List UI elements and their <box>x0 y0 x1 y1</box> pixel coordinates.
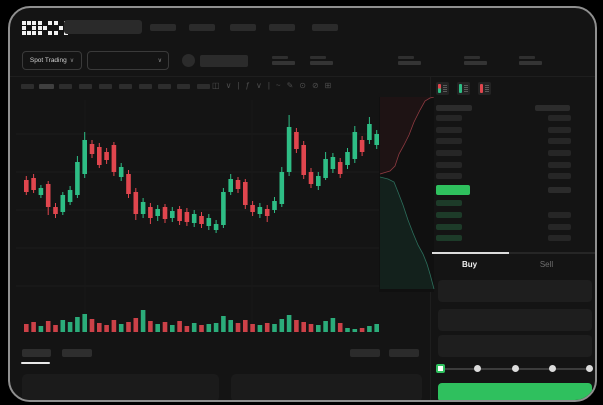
ask-price-4 <box>436 150 462 156</box>
ticker-stat-value-5 <box>519 61 542 65</box>
ask-price-5 <box>436 162 462 168</box>
okx-logo <box>22 21 68 35</box>
candlestick-chart[interactable] <box>14 97 438 343</box>
ticker-stat-value-1 <box>272 61 295 65</box>
logo-letter <box>22 21 36 35</box>
timeframe-button-3[interactable] <box>59 84 72 89</box>
trade-input-2[interactable] <box>438 309 592 331</box>
chart-footer-control-2[interactable] <box>389 349 419 357</box>
nav-item-2[interactable] <box>189 24 215 31</box>
buy-submit-button[interactable] <box>438 383 592 400</box>
bottom-tab-2[interactable] <box>62 349 92 357</box>
slider-step-4[interactable] <box>586 365 593 372</box>
bid-amount-1 <box>548 212 571 218</box>
ticker-stat-label-3 <box>398 56 414 59</box>
chart-tools: ◫ ∨ | ƒ ∨ | ~ ✎ ⊙ ⊘ ⊞ <box>212 82 331 90</box>
bid-price-4 <box>436 235 462 241</box>
slider-handle[interactable] <box>436 364 445 373</box>
toolbar-divider: | <box>267 81 270 90</box>
logo-letter <box>38 21 52 35</box>
ticker-stat-label-2 <box>310 56 326 59</box>
app-window: Spot Trading ∨ ∨ ◫ ∨ | ƒ ∨ | ~ ✎ ⊙ ⊘ ⊞ <box>8 6 597 402</box>
ask-price-3 <box>436 138 462 144</box>
bottom-panel-right <box>231 374 422 400</box>
ask-amount-3 <box>548 138 571 144</box>
bottom-panel-left <box>22 374 219 400</box>
market-type-selector[interactable]: Spot Trading ∨ <box>22 51 82 70</box>
orderbook-view-toggles <box>436 82 491 95</box>
orderbook-header-amount <box>535 105 570 111</box>
ask-amount-1 <box>548 115 571 121</box>
pair-dropdown[interactable]: ∨ <box>87 51 169 70</box>
last-price-amount-placeholder <box>548 187 571 193</box>
slider-step-1[interactable] <box>474 365 482 372</box>
bid-price-1 <box>436 200 462 206</box>
chart-tool-icon[interactable]: ∨ <box>225 81 232 90</box>
combined-book-icon[interactable] <box>436 82 449 95</box>
nav-item-3[interactable] <box>230 24 256 31</box>
ask-amount-4 <box>548 150 571 156</box>
ticker-stat-label-4 <box>464 56 480 59</box>
timeframe-button-4[interactable] <box>79 84 92 89</box>
market-type-label: Spot Trading <box>29 57 67 64</box>
toolbar-divider: | <box>237 81 240 90</box>
bottom-tab-1[interactable] <box>22 349 51 357</box>
chevron-down-icon: ∨ <box>69 58 75 64</box>
chart-tool-icon[interactable]: ƒ <box>245 81 250 90</box>
timeframe-button-5[interactable] <box>99 84 112 89</box>
last-price-badge <box>436 185 470 195</box>
timeframe-button-2[interactable] <box>39 84 54 89</box>
chart-tool-icon[interactable]: ⊙ <box>299 81 306 90</box>
ask-amount-5 <box>548 162 571 168</box>
timeframe-button-7[interactable] <box>139 84 152 89</box>
bid-price-2 <box>436 212 462 218</box>
chart-tool-icon[interactable]: ⊞ <box>324 81 332 90</box>
pair-name-placeholder <box>200 55 248 67</box>
slider-step-2[interactable] <box>511 365 519 372</box>
nav-item-4[interactable] <box>269 24 295 31</box>
timeframe-button-8[interactable] <box>158 84 171 89</box>
trade-input-1[interactable] <box>438 280 592 302</box>
ticker-stat-value-2 <box>310 61 333 65</box>
bid-amount-3 <box>548 235 571 241</box>
nav-item-1[interactable] <box>150 24 176 31</box>
ask-price-2 <box>436 127 462 133</box>
timeframe-button-10[interactable] <box>197 84 210 89</box>
ticker-stat-value-4 <box>464 61 487 65</box>
ask-amount-2 <box>548 127 571 133</box>
chart-tool-icon[interactable]: ◫ <box>212 81 220 90</box>
buy-tab-underline <box>432 252 509 254</box>
chevron-down-icon: ∨ <box>157 58 162 64</box>
ask-amount-6 <box>548 173 571 179</box>
coin-avatar <box>182 54 195 67</box>
bids-only-icon[interactable] <box>457 82 470 95</box>
chart-tool-icon[interactable]: ~ <box>275 81 281 90</box>
tab-track <box>432 252 595 254</box>
header-divider <box>10 76 595 77</box>
trade-input-3[interactable] <box>438 335 592 357</box>
chart-tool-icon[interactable]: ⊘ <box>311 81 319 90</box>
tab-sell[interactable]: Sell <box>539 259 554 269</box>
bid-price-3 <box>436 224 462 230</box>
orderbook-header-price <box>436 105 472 111</box>
chart-tool-icon[interactable]: ∨ <box>255 81 262 90</box>
chart-tool-icon[interactable]: ✎ <box>286 81 294 90</box>
ticker-stat-value-3 <box>398 61 421 65</box>
tab-buy[interactable]: Buy <box>461 259 478 269</box>
ticker-stat-label-5 <box>519 56 535 59</box>
timeframe-button-9[interactable] <box>177 84 190 89</box>
bid-amount-2 <box>548 224 571 230</box>
timeframe-button-1[interactable] <box>21 84 34 89</box>
timeframe-button-6[interactable] <box>119 84 132 89</box>
ask-price-6 <box>436 173 462 179</box>
search-input[interactable] <box>64 20 142 34</box>
nav-item-5[interactable] <box>312 24 338 31</box>
ticker-stat-label-1 <box>272 56 288 59</box>
chart-footer-control-1[interactable] <box>350 349 380 357</box>
ask-price-1 <box>436 115 462 121</box>
active-tab-underline <box>21 362 50 364</box>
asks-only-icon[interactable] <box>478 82 491 95</box>
slider-step-3[interactable] <box>548 365 556 372</box>
